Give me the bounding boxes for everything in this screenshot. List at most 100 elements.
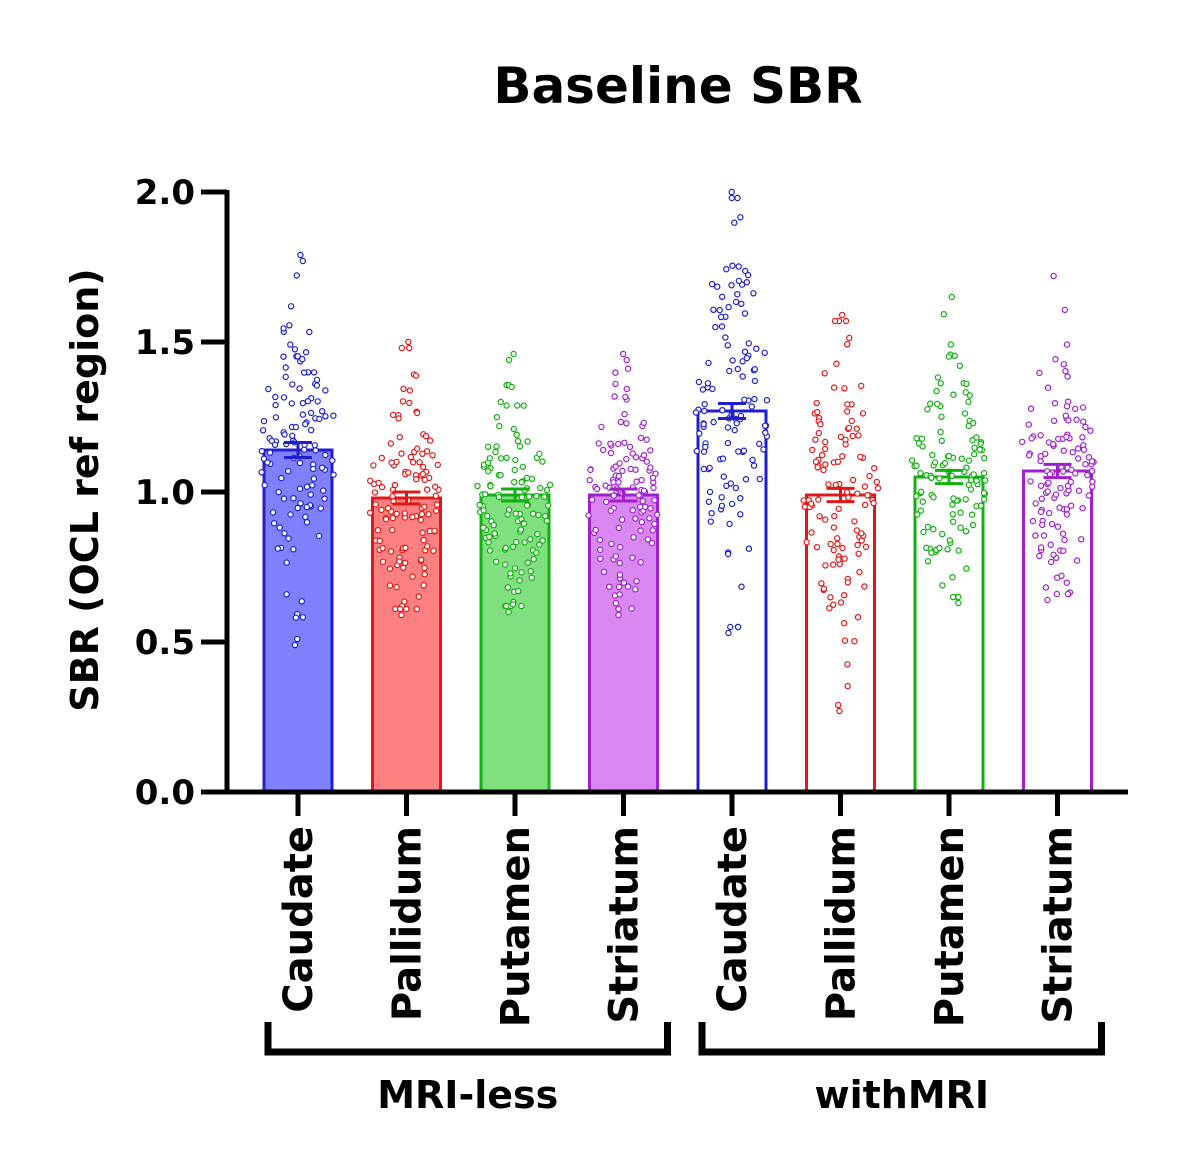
data-point [1052, 491, 1060, 498]
data-point [1045, 509, 1053, 517]
data-point [637, 434, 645, 442]
data-point [496, 422, 503, 430]
data-point [490, 521, 497, 529]
data-point [728, 500, 736, 508]
data-point [700, 465, 708, 473]
data-point [735, 448, 742, 455]
data-point [940, 311, 948, 318]
data-point [1027, 405, 1035, 412]
data-point [310, 465, 317, 473]
data-point [977, 502, 985, 509]
data-point [1072, 470, 1079, 477]
data-point [924, 558, 932, 565]
data-point [724, 550, 732, 558]
data-point [938, 437, 946, 444]
x-category-label: Putamen [493, 826, 539, 1027]
data-point [748, 403, 756, 410]
data-point [503, 454, 510, 461]
data-point [420, 582, 427, 589]
data-point [1065, 417, 1072, 424]
data-point [260, 417, 268, 425]
data-point [615, 524, 623, 532]
data-point [654, 511, 661, 518]
data-point [607, 507, 615, 515]
data-point [825, 481, 832, 488]
data-point [719, 293, 726, 300]
data-point [809, 446, 816, 454]
data-point [831, 317, 839, 325]
data-point [633, 578, 640, 585]
data-point [419, 470, 427, 478]
data-point [299, 614, 307, 621]
data-point [406, 387, 414, 394]
data-point [744, 271, 752, 279]
data-point [731, 219, 738, 226]
data-point [638, 476, 645, 484]
data-point [516, 577, 523, 584]
data-point [838, 311, 846, 319]
data-point [493, 443, 500, 450]
data-point [830, 524, 838, 531]
data-point [520, 520, 528, 527]
data-point [833, 360, 840, 367]
data-point [965, 398, 972, 405]
data-point [491, 530, 498, 537]
data-point [831, 512, 838, 520]
data-point [425, 511, 432, 518]
data-point [815, 496, 822, 503]
data-point [741, 310, 749, 317]
data-point [842, 317, 850, 325]
data-point [820, 466, 827, 474]
data-point [830, 546, 837, 554]
data-point [484, 512, 491, 520]
data-point [611, 393, 618, 400]
data-point [1038, 495, 1046, 502]
data-point [528, 475, 536, 482]
data-point [622, 393, 629, 401]
data-point [734, 291, 741, 298]
data-point [917, 507, 925, 514]
data-point [1060, 547, 1067, 555]
data-point [1027, 478, 1034, 485]
data-point [637, 559, 644, 566]
data-point [844, 341, 851, 348]
data-point [616, 571, 624, 579]
data-point [832, 481, 839, 489]
data-point [968, 511, 976, 518]
data-point [503, 402, 510, 409]
data-point [1044, 384, 1052, 391]
data-point [430, 547, 437, 555]
data-point [623, 356, 630, 364]
data-point [607, 449, 615, 457]
data-point [313, 376, 321, 384]
data-point [433, 501, 441, 508]
data-point [718, 323, 726, 330]
data-point [511, 466, 519, 474]
data-point [290, 495, 297, 502]
data-point [963, 565, 970, 572]
data-point [1082, 423, 1089, 431]
data-point [934, 374, 942, 381]
data-point [296, 459, 304, 467]
data-point [536, 541, 543, 548]
data-point [329, 457, 336, 464]
data-point [588, 496, 596, 503]
data-point [268, 437, 275, 445]
data-point [621, 439, 628, 446]
data-point [413, 409, 421, 417]
x-category-label: Striatum [1036, 826, 1082, 1024]
data-point [717, 313, 725, 321]
data-point [421, 571, 428, 578]
data-point [330, 412, 337, 419]
bar-mri-less-striatum [588, 493, 659, 794]
data-point [309, 482, 316, 489]
data-point [259, 427, 267, 434]
data-point [608, 540, 615, 548]
data-point [1045, 479, 1052, 486]
data-point [962, 496, 969, 503]
data-point [707, 518, 715, 525]
data-point [424, 486, 431, 493]
data-point [835, 556, 842, 563]
data-point [624, 583, 632, 590]
data-point [844, 661, 851, 668]
